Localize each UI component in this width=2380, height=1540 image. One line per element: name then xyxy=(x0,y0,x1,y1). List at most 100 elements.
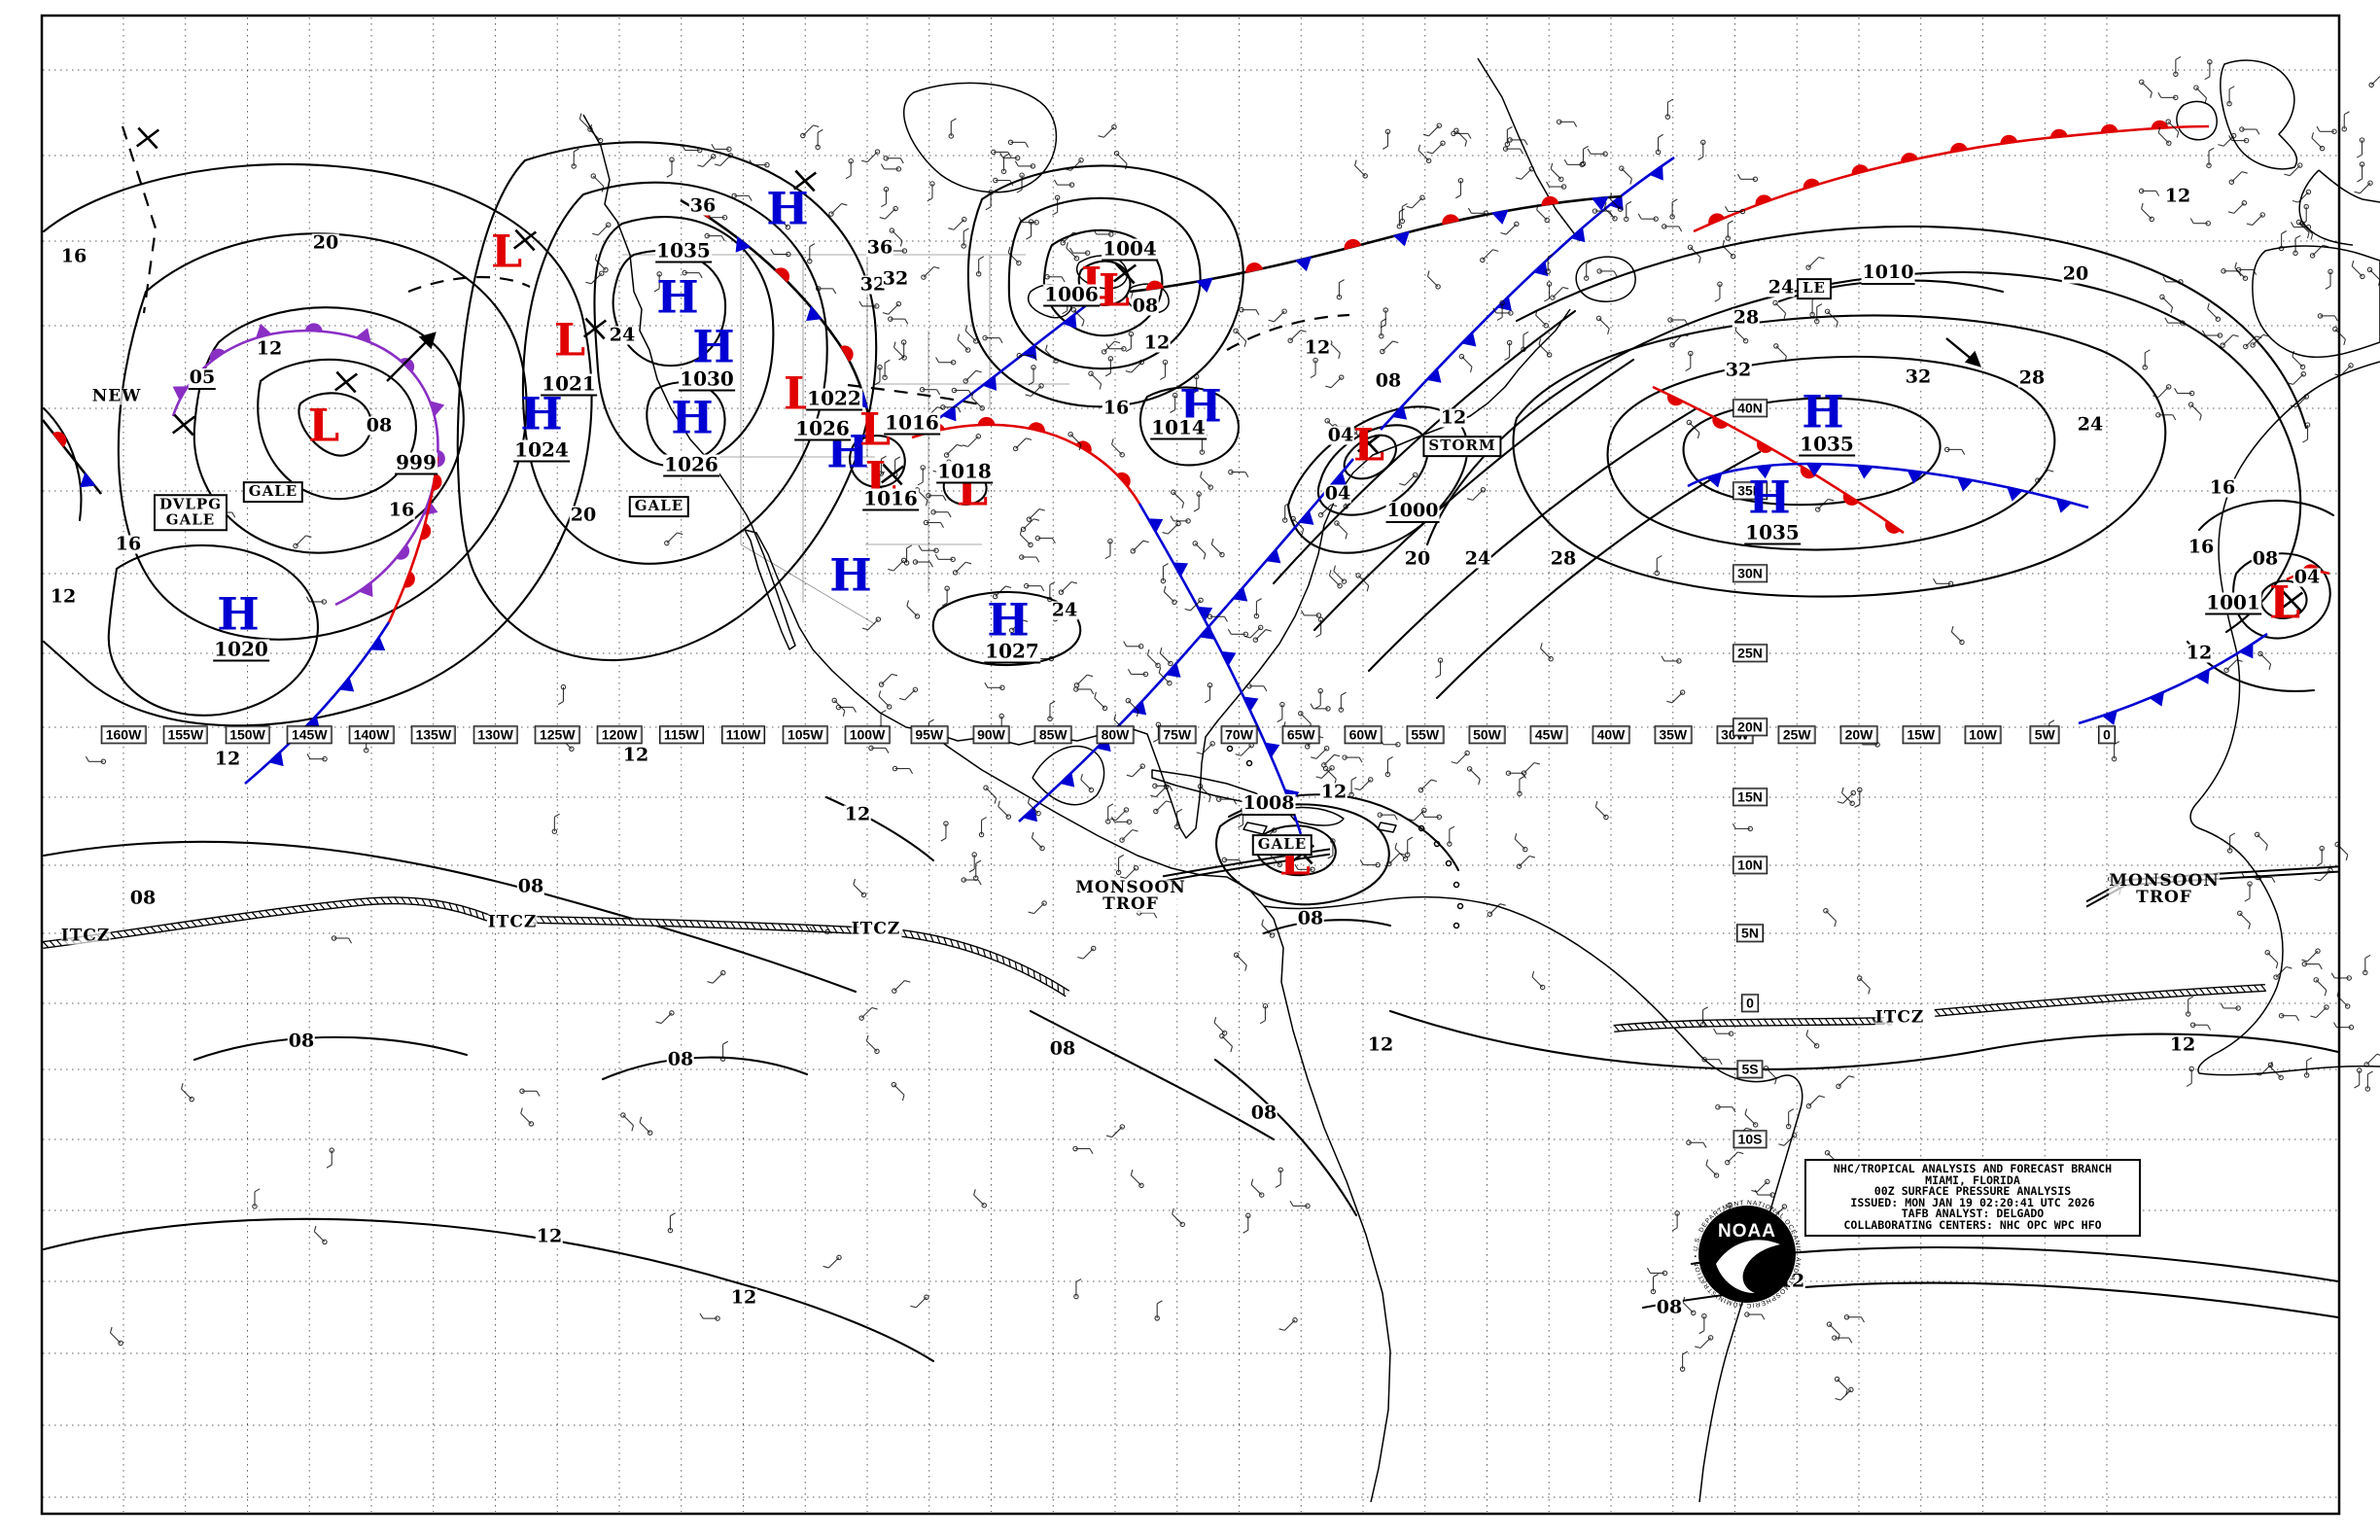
lon-label: 90W xyxy=(972,725,1010,745)
lon-label: 120W xyxy=(596,725,643,745)
lon-label: 135W xyxy=(410,725,457,745)
pressure-center-high: H xyxy=(520,387,563,440)
isobar-label: 32 xyxy=(1724,359,1753,381)
warning-box-label: STORM xyxy=(1422,436,1502,457)
lon-label: 80W xyxy=(1096,725,1135,745)
pressure-value: 1018 xyxy=(936,459,993,484)
isobar-label: 12 xyxy=(255,337,284,360)
pressure-center-low: L xyxy=(307,399,340,452)
pressure-value: 1006 xyxy=(1043,282,1100,307)
isobar-label: 12 xyxy=(535,1225,564,1247)
info-product: 00Z SURFACE PRESSURE ANALYSIS xyxy=(1873,1184,2072,1199)
isobar-label: 08 xyxy=(2251,547,2280,570)
isobar-label: 32 xyxy=(881,267,910,290)
lat-label: 20N xyxy=(1732,718,1768,737)
pressure-value: 1001 xyxy=(2205,590,2261,615)
warning-box-label: DVLPG GALE xyxy=(153,494,228,531)
isobar-label: 08 xyxy=(128,887,158,909)
pressure-center-high: H xyxy=(1802,385,1844,438)
isobar-label: 24 xyxy=(2076,413,2105,436)
wind-shift-arrows xyxy=(386,332,1982,382)
isobar-label: 08 xyxy=(1131,295,1160,317)
warning-box-label: GALE xyxy=(628,496,690,517)
lat-label: 25N xyxy=(1732,644,1768,663)
isobar-label: 12 xyxy=(2185,642,2214,664)
noaa-gull-icon: NATIONAL OCEANIC AND ATMOSPHERIC ADMINIS… xyxy=(1693,1200,1801,1309)
isobar-label: 08 xyxy=(1048,1037,1077,1060)
isobar-label: 24 xyxy=(608,324,637,346)
lon-label: 35W xyxy=(1654,725,1693,745)
isobar-label: 12 xyxy=(2163,185,2192,207)
lat-label: 10S xyxy=(1732,1130,1768,1149)
feature-label: ITCZ xyxy=(1874,1007,1925,1028)
isobar-label: 20 xyxy=(1403,547,1432,570)
lon-label: 160W xyxy=(100,725,147,745)
isobar-label: 08 xyxy=(1374,369,1403,392)
isobar-label: 12 xyxy=(213,748,242,770)
pressure-center-high: H xyxy=(671,391,714,444)
isobar-label: 08 xyxy=(365,414,394,437)
pressure-value: 999 xyxy=(395,450,438,475)
isobar-label: 32 xyxy=(858,273,888,296)
lon-label: 45W xyxy=(1529,725,1568,745)
warning-box-label: LE xyxy=(1797,278,1832,299)
lat-label: 30N xyxy=(1732,564,1768,583)
isobar-label: 08 xyxy=(666,1048,695,1070)
isobar-label: 12 xyxy=(1366,1033,1395,1056)
isobar-label: 28 xyxy=(2017,367,2047,389)
itcz-bands xyxy=(42,896,2267,1032)
isobar-label: 16 xyxy=(2187,536,2216,558)
warning-box-label: GALE xyxy=(1251,834,1313,856)
lon-label: 110W xyxy=(720,725,766,745)
pressure-center-high: H xyxy=(987,593,1030,647)
lat-label: 10N xyxy=(1732,856,1768,875)
lon-label: 55W xyxy=(1406,725,1445,745)
issuance-info-box: NHC/TROPICAL ANALYSIS AND FORECAST BRANC… xyxy=(1804,1159,2141,1237)
pressure-center-low: L xyxy=(1352,418,1385,472)
lon-label: 15W xyxy=(1902,725,1941,745)
feature-label: MONSOON TROF xyxy=(2109,871,2220,907)
pressure-center-low: L xyxy=(553,313,586,367)
lon-label: 130W xyxy=(472,725,518,745)
isobar-label: 04 xyxy=(1323,482,1352,505)
pressure-center-high: H xyxy=(692,320,735,373)
lat-label: 40N xyxy=(1732,399,1768,418)
isobar-label: 04 xyxy=(2292,566,2322,588)
pressure-value: 1035 xyxy=(1799,432,1855,457)
isobar-label: 08 xyxy=(1249,1102,1278,1124)
lon-label: 105W xyxy=(782,725,828,745)
isobar-label: 12 xyxy=(2168,1033,2197,1056)
isobar-label: 08 xyxy=(516,875,545,897)
lon-label: 75W xyxy=(1158,725,1197,745)
feature-label: MONSOON TROF xyxy=(1075,878,1186,914)
isobar-label: 20 xyxy=(311,231,340,254)
trough-dashed-lines xyxy=(121,125,1350,406)
isobar-label: 04 xyxy=(1326,424,1355,446)
lon-label: 65W xyxy=(1281,725,1320,745)
isobar-label: 12 xyxy=(49,585,78,608)
isobar-label: 16 xyxy=(1102,397,1131,419)
isobar-label: 16 xyxy=(59,245,88,267)
pressure-value: 1035 xyxy=(1744,520,1801,545)
warning-box-label: GALE xyxy=(242,481,304,503)
lon-label: 85W xyxy=(1033,725,1072,745)
pressure-center-low: L xyxy=(490,225,523,278)
info-issued: ISSUED: MON JAN 19 02:20:41 UTC 2026 xyxy=(1850,1195,2095,1209)
pressure-center-high: H xyxy=(217,587,260,641)
isobar-label: 12 xyxy=(1319,781,1348,803)
lat-label: 5S xyxy=(1736,1060,1764,1079)
lon-label: 125W xyxy=(534,725,580,745)
latlon-grid xyxy=(43,18,2337,1512)
info-city: MIAMI, FLORIDA xyxy=(1925,1172,2020,1187)
pressure-value: 1022 xyxy=(806,386,862,411)
isobar-label: 12 xyxy=(1303,336,1332,359)
lon-label: 5W xyxy=(2029,725,2060,745)
isobar-label: 24 xyxy=(1050,599,1079,621)
pressure-value: 1016 xyxy=(884,410,940,436)
isobar-label: 12 xyxy=(621,744,650,766)
isobar-label: 20 xyxy=(569,504,598,526)
pressure-center-high: H xyxy=(1748,471,1791,524)
